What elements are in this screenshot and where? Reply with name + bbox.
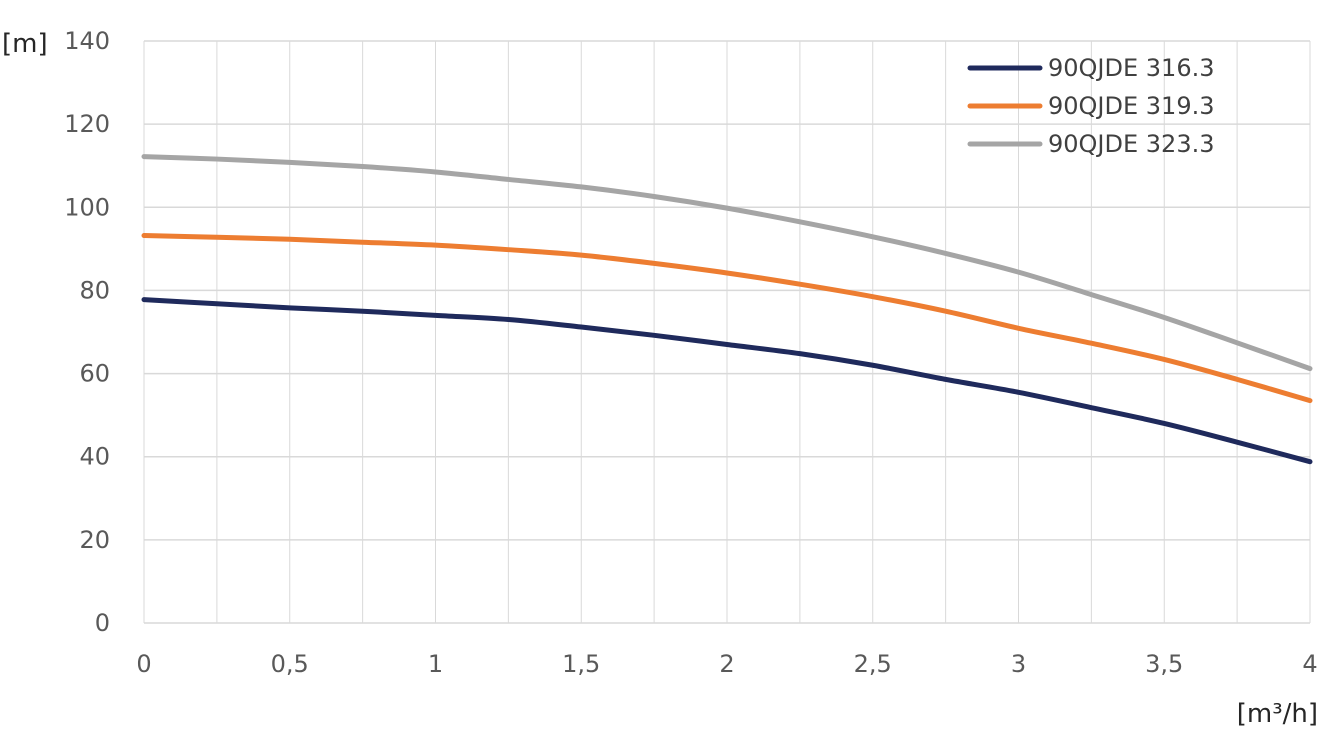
x-tick-label: 1: [428, 650, 443, 678]
legend: 90QJDE 316.3 90QJDE 319.3 90QJDE 323.3: [967, 54, 1215, 158]
y-axis-title: [m]: [2, 29, 48, 59]
x-tick-label: 1,5: [562, 650, 600, 678]
series-lines: [141, 154, 1313, 465]
y-tick-label: 120: [64, 110, 110, 138]
x-tick-label: 0: [136, 650, 151, 678]
series-line: [141, 154, 1313, 372]
x-tick-label: 2: [719, 650, 734, 678]
vertical-gridlines: [143, 41, 1311, 623]
y-tick-label: 40: [79, 443, 110, 471]
x-tick-label: 0,5: [271, 650, 309, 678]
y-tick-label: 140: [64, 27, 110, 55]
horizontal-gridlines: [144, 40, 1310, 624]
y-tick-label: 20: [79, 526, 110, 554]
x-tick-label: 3,5: [1145, 650, 1183, 678]
series-line: [141, 233, 1313, 404]
x-tick-label: 4: [1302, 650, 1317, 678]
x-tick-label: 3: [1011, 650, 1026, 678]
y-tick-label: 60: [79, 360, 110, 388]
legend-label: 90QJDE 319.3: [1048, 92, 1215, 120]
x-tick-label: 2,5: [854, 650, 892, 678]
x-axis-tick-labels: 0 0,5 1 1,5 2 2,5 3 3,5 4: [136, 650, 1317, 678]
legend-label: 90QJDE 316.3: [1048, 54, 1215, 82]
legend-label: 90QJDE 323.3: [1048, 130, 1215, 158]
y-tick-label: 0: [95, 609, 110, 637]
y-axis-tick-labels: 0 20 40 60 80 100 120 140: [64, 27, 110, 637]
y-tick-label: 100: [64, 193, 110, 221]
x-axis-title: [m³/h]: [1237, 699, 1318, 729]
y-tick-label: 80: [79, 276, 110, 304]
series-line: [141, 297, 1313, 465]
